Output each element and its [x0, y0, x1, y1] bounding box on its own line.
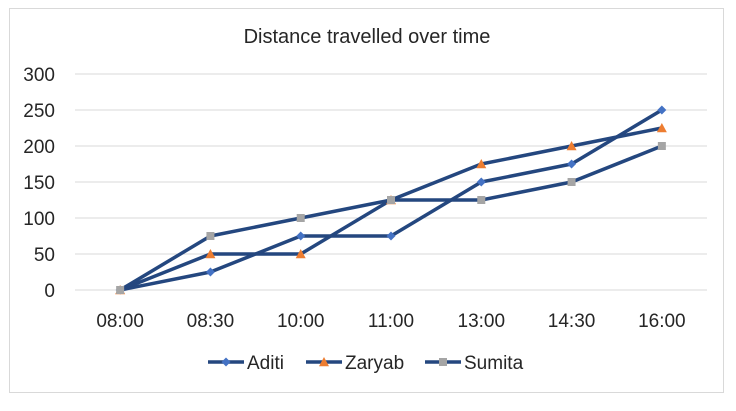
- data-point-sumita: [657, 142, 666, 150]
- y-tick-label: 300: [23, 65, 55, 86]
- x-tick-label: 13:00: [458, 311, 506, 332]
- data-point-zaryab: [205, 249, 216, 259]
- data-point-sumita: [477, 196, 486, 204]
- data-point-aditi: [567, 159, 577, 169]
- data-point-aditi: [205, 267, 215, 277]
- legend-marker-aditi: [221, 357, 231, 367]
- data-point-zaryab: [476, 159, 487, 169]
- gridlines: [75, 73, 707, 291]
- data-point-zaryab: [566, 141, 577, 151]
- series-line-zaryab: [118, 126, 664, 292]
- y-tick-label: 50: [34, 245, 55, 266]
- data-point-sumita: [206, 232, 215, 240]
- y-tick-label: 100: [23, 209, 55, 230]
- data-point-sumita: [387, 196, 395, 204]
- chart-area: [9, 8, 724, 393]
- data-point-aditi: [476, 177, 486, 187]
- legend-label-aditi: Aditi: [247, 353, 284, 374]
- data-point-zaryab: [656, 123, 667, 133]
- y-tick-label: 200: [23, 137, 55, 158]
- x-tick-label: 16:00: [638, 311, 686, 332]
- x-tick-label: 10:00: [277, 311, 325, 332]
- x-tick-label: 08:00: [96, 311, 144, 332]
- chart-title: Distance travelled over time: [244, 26, 491, 48]
- y-axis: 0 50 100 150 200 250 300: [23, 65, 55, 302]
- data-point-sumita: [116, 286, 125, 294]
- data-point-sumita: [567, 178, 576, 186]
- x-axis: 08:00 08:30 10:00 11:00 13:00 14:30 16:00: [96, 311, 685, 332]
- data-point-aditi: [657, 105, 667, 115]
- x-tick-label: 14:30: [548, 311, 596, 332]
- data-point-aditi: [296, 231, 306, 241]
- data-point-zaryab: [295, 249, 306, 259]
- data-point-sumita: [296, 214, 305, 222]
- y-tick-label: 0: [44, 281, 55, 302]
- plot-series: [115, 105, 667, 295]
- x-tick-label: 11:00: [368, 311, 414, 332]
- legend-marker-sumita: [439, 358, 447, 366]
- x-tick-label: 08:30: [187, 311, 235, 332]
- data-point-aditi: [386, 231, 396, 241]
- legend: Aditi Zaryab Sumita: [208, 353, 524, 374]
- legend-label-zaryab: Zaryab: [345, 353, 404, 374]
- legend-marker-zaryab: [319, 357, 329, 367]
- y-tick-label: 150: [23, 173, 55, 194]
- legend-label-sumita: Sumita: [464, 353, 524, 374]
- y-tick-label: 250: [23, 101, 55, 122]
